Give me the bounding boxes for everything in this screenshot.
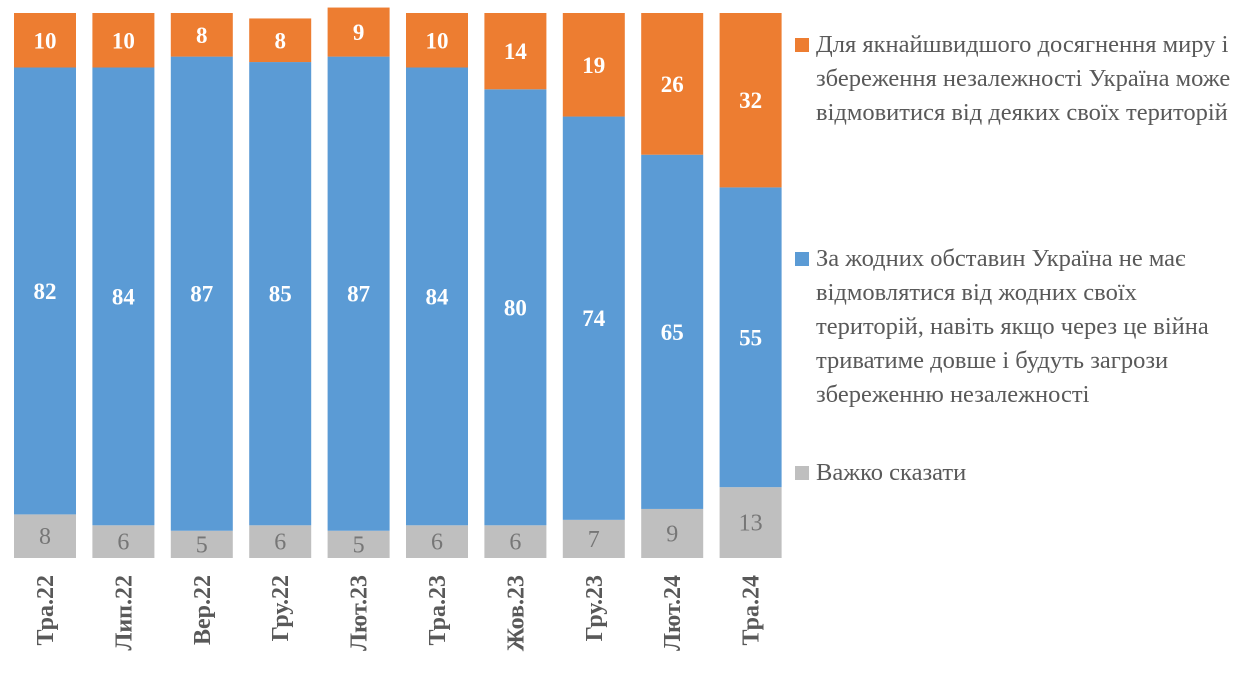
x-tick-label: Лют.23 <box>347 575 373 651</box>
legend-label: За жодних обставин Україна не має відмов… <box>816 245 1209 408</box>
x-tick-label: Жов.23 <box>503 575 529 651</box>
bar-segment-concede <box>92 13 155 68</box>
data-label-no-concession: 55 <box>739 325 762 350</box>
bar-segment-no-concession <box>562 116 625 520</box>
bar-segment-hard-to-say <box>562 519 625 558</box>
data-label-no-concession: 84 <box>426 284 450 309</box>
data-label-concede: 10 <box>34 28 57 53</box>
bar-segment-hard-to-say <box>170 530 233 558</box>
legend-item-concede: Для якнайшвидшого досягнення миру і збер… <box>795 28 1235 130</box>
data-label-hard-to-say: 6 <box>431 530 443 556</box>
data-label-no-concession: 87 <box>190 282 213 307</box>
data-label-no-concession: 87 <box>347 282 370 307</box>
data-label-hard-to-say: 9 <box>666 521 678 547</box>
bar-segment-hard-to-say <box>249 525 312 558</box>
bar-segment-concede <box>170 13 233 57</box>
data-label-concede: 10 <box>112 28 135 53</box>
data-label-concede: 9 <box>353 20 365 45</box>
bar-segment-no-concession <box>92 67 155 526</box>
data-label-concede: 19 <box>582 53 605 78</box>
bar-segment-concede <box>327 7 390 57</box>
bar-segment-concede <box>562 13 625 117</box>
legend-label: Для якнайшвидшого досягнення миру і збер… <box>816 31 1231 126</box>
data-label-no-concession: 84 <box>112 284 136 309</box>
bar-segment-no-concession <box>327 56 390 531</box>
bar-segment-concede <box>406 13 468 68</box>
data-label-hard-to-say: 13 <box>739 511 763 537</box>
data-label-no-concession: 80 <box>504 295 527 320</box>
data-label-no-concession: 85 <box>269 282 292 307</box>
bar-segment-concede <box>14 13 76 68</box>
x-tick-label: Гру.23 <box>582 575 608 641</box>
bar-segment-concede <box>249 18 312 63</box>
legend-label: Важко сказати <box>816 459 967 486</box>
legend-swatch-orange <box>795 38 809 52</box>
data-label-concede: 26 <box>661 72 684 97</box>
data-label-concede: 10 <box>426 28 449 53</box>
bar-segment-hard-to-say <box>327 530 390 558</box>
legend-swatch-gray <box>795 466 809 480</box>
bar-segment-hard-to-say <box>641 508 704 558</box>
legend-item-hard-to-say: Важко сказати <box>795 456 1235 490</box>
bar-segment-concede <box>641 13 704 155</box>
legend-swatch-blue <box>795 252 809 266</box>
x-tick-label: Тра.23 <box>425 575 451 645</box>
bar-segment-hard-to-say <box>484 525 547 558</box>
bar-segment-no-concession <box>406 67 468 526</box>
data-label-hard-to-say: 5 <box>353 532 365 558</box>
bar-segment-no-concession <box>641 154 704 509</box>
stacked-bar-chart: 8 82 10 Тра.22 6 84 10 Лип.22 5 87 8 Вер.22 6 85 8 Гру.… <box>14 7 782 651</box>
data-label-hard-to-say: 6 <box>274 530 286 556</box>
bar-segment-no-concession <box>484 89 547 526</box>
bar-segment-hard-to-say <box>406 525 468 558</box>
x-tick-label: Лип.22 <box>111 575 137 651</box>
bar-segment-no-concession <box>719 187 782 488</box>
bar-segment-concede <box>719 13 782 188</box>
bar-segment-hard-to-say <box>719 487 782 558</box>
x-tick-label: Тра.22 <box>33 575 59 645</box>
data-label-hard-to-say: 5 <box>196 532 208 558</box>
data-label-no-concession: 65 <box>661 320 684 345</box>
data-label-hard-to-say: 8 <box>39 524 51 550</box>
data-label-hard-to-say: 6 <box>509 530 521 556</box>
data-label-no-concession: 74 <box>582 306 606 331</box>
data-label-hard-to-say: 6 <box>117 530 129 556</box>
x-tick-label: Вер.22 <box>190 575 216 645</box>
data-label-concede: 8 <box>274 28 286 53</box>
legend-item-no-concession: За жодних обставин Україна не має відмов… <box>795 242 1235 412</box>
bar-segment-no-concession <box>170 56 233 531</box>
data-label-concede: 32 <box>739 88 762 113</box>
bar-segment-hard-to-say <box>92 525 155 558</box>
bar-segment-no-concession <box>249 62 312 526</box>
data-label-concede: 8 <box>196 23 208 48</box>
data-label-concede: 14 <box>504 39 528 64</box>
x-tick-label: Гру.22 <box>268 575 294 641</box>
x-tick-label: Лют.24 <box>660 575 686 651</box>
bar-segment-hard-to-say <box>14 514 76 558</box>
x-tick-label: Тра.24 <box>739 575 765 645</box>
bar-segment-concede <box>484 13 547 90</box>
data-label-hard-to-say: 7 <box>588 527 600 553</box>
bar-segment-no-concession <box>14 67 76 515</box>
data-label-no-concession: 82 <box>34 279 57 304</box>
